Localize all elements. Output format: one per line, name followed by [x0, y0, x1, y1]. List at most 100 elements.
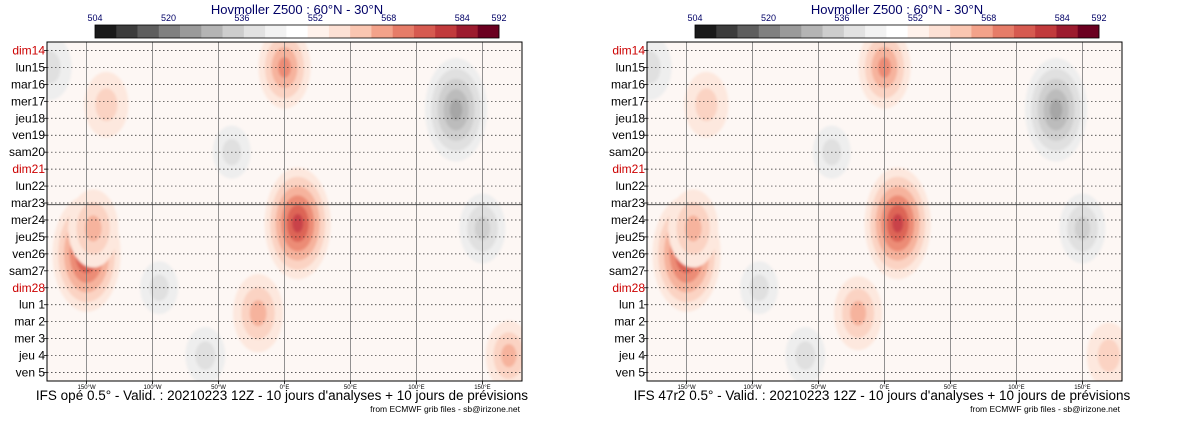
colorbar-swatch	[716, 25, 738, 38]
day-label: ven26	[12, 247, 45, 261]
x-tick-label: 150°W	[78, 385, 96, 391]
day-label: ven 5	[16, 366, 46, 380]
colorbar-swatch	[865, 25, 887, 38]
hovmoller-panel-1: Hovmoller Z500 : 60°N - 30°N 504 520 536 552…	[9, 2, 528, 414]
colorbar-swatch	[201, 25, 223, 38]
day-label: dim28	[12, 281, 45, 295]
hovmoller-panel-2: Hovmoller Z500 : 60°N - 30°N 504 520 536 552…	[609, 2, 1131, 414]
colorbar-swatch	[843, 25, 866, 38]
day-label: mer 3	[14, 332, 45, 346]
day-label: mar 2	[14, 315, 45, 329]
colorbar-tick-label: 536	[834, 13, 849, 23]
colorbar-swatch	[1077, 25, 1100, 38]
colorbar-swatch	[1013, 25, 1036, 38]
day-label: lun22	[16, 179, 46, 193]
colorbar-swatch	[392, 25, 415, 38]
ridge-contour	[695, 88, 718, 122]
day-label: lun15	[616, 60, 646, 74]
day-label: sam27	[9, 264, 45, 278]
day-label: mer24	[11, 213, 45, 227]
day-label: ven 5	[616, 366, 646, 380]
day-label: mar23	[611, 196, 645, 210]
day-label: jeu 4	[18, 349, 45, 363]
day-label: jeu18	[615, 111, 646, 125]
colorbar-swatch	[992, 25, 1015, 38]
ridge-contour	[501, 343, 517, 368]
trough-contour	[47, 51, 61, 84]
day-label: dim21	[612, 162, 645, 176]
day-label: mar16	[11, 77, 45, 91]
x-tick-label: 50°W	[811, 385, 826, 391]
day-label: mer 3	[614, 332, 645, 346]
colorbar-swatch	[758, 25, 781, 38]
colorbar-tick-label: 504	[687, 13, 702, 23]
trough-contour	[647, 51, 661, 84]
day-label: mer17	[611, 94, 645, 108]
colorbar-swatch	[477, 25, 500, 38]
colorbar-swatch	[158, 25, 181, 38]
ridge-contour	[249, 300, 267, 327]
colorbar-swatch	[222, 25, 245, 38]
colorbar-swatch	[95, 25, 117, 38]
colorbar-tick-label: 552	[308, 13, 323, 23]
day-label: mar 2	[614, 315, 645, 329]
colorbar-swatch	[137, 25, 160, 38]
colorbar-frame	[694, 24, 1100, 39]
plot-frame	[46, 41, 523, 382]
ridge-contour	[84, 215, 102, 242]
x-tick-label: 50°E	[344, 385, 357, 391]
day-label: dim14	[612, 43, 645, 57]
colorbar-swatch	[328, 25, 351, 38]
ridge-contour	[892, 214, 904, 233]
day-label: ven19	[12, 128, 45, 142]
day-label: mar23	[11, 196, 45, 210]
colorbar-swatch	[1056, 25, 1079, 38]
trough-contour	[449, 99, 463, 121]
colorbar-tick-label: 520	[161, 13, 176, 23]
day-label: mar16	[611, 77, 645, 91]
colorbar-swatch	[243, 25, 266, 38]
colorbar-swatch	[907, 25, 930, 38]
x-tick-label: 0°E	[280, 385, 290, 391]
x-tick-label: 100°E	[408, 385, 424, 391]
x-tick-label: 50°W	[211, 385, 226, 391]
trough-contour	[1049, 99, 1063, 121]
day-label: sam20	[609, 145, 645, 159]
colorbar-swatch	[928, 25, 951, 38]
x-tick-label: 150°E	[1074, 385, 1090, 391]
colorbar-tick-label: 584	[455, 13, 470, 23]
colorbar-swatch	[950, 25, 972, 38]
day-label: jeu 4	[618, 349, 645, 363]
day-label: lun 1	[619, 298, 645, 312]
colorbar-swatch	[265, 25, 287, 38]
colorbar-swatch	[286, 25, 308, 38]
colorbar-tick-label: 568	[981, 13, 996, 23]
colorbar-swatch	[1035, 25, 1057, 38]
plot-frame	[646, 41, 1123, 382]
day-label: mer24	[611, 213, 645, 227]
colorbar-swatch	[116, 25, 138, 38]
colorbar-swatch	[971, 25, 993, 38]
colorbar-tick-label: 568	[381, 13, 396, 23]
day-label: jeu18	[15, 111, 46, 125]
x-tick-label: 100°W	[744, 385, 762, 391]
colorbar-swatch	[413, 25, 436, 38]
x-tick-label: 150°W	[678, 385, 696, 391]
colorbar-swatch	[307, 25, 330, 38]
colorbar-swatch	[737, 25, 760, 38]
colorbar-swatch	[435, 25, 457, 38]
colorbar-swatch	[886, 25, 908, 38]
ridge-contour	[850, 300, 867, 326]
day-label: dim28	[612, 281, 645, 295]
chart-title: Hovmoller Z500 : 60°N - 30°N	[811, 2, 983, 17]
colorbar-swatch	[371, 25, 393, 38]
colorbar-tick-label: 592	[491, 13, 506, 23]
colorbar-tick-label: 520	[761, 13, 776, 23]
day-label: sam20	[9, 145, 45, 159]
x-tick-label: 150°E	[474, 385, 490, 391]
colorbar-swatch	[801, 25, 823, 38]
ridge-contour	[95, 88, 118, 122]
day-label: dim21	[12, 162, 45, 176]
chart-credit: from ECMWF grib files - sb@irizone.net	[970, 404, 1120, 414]
